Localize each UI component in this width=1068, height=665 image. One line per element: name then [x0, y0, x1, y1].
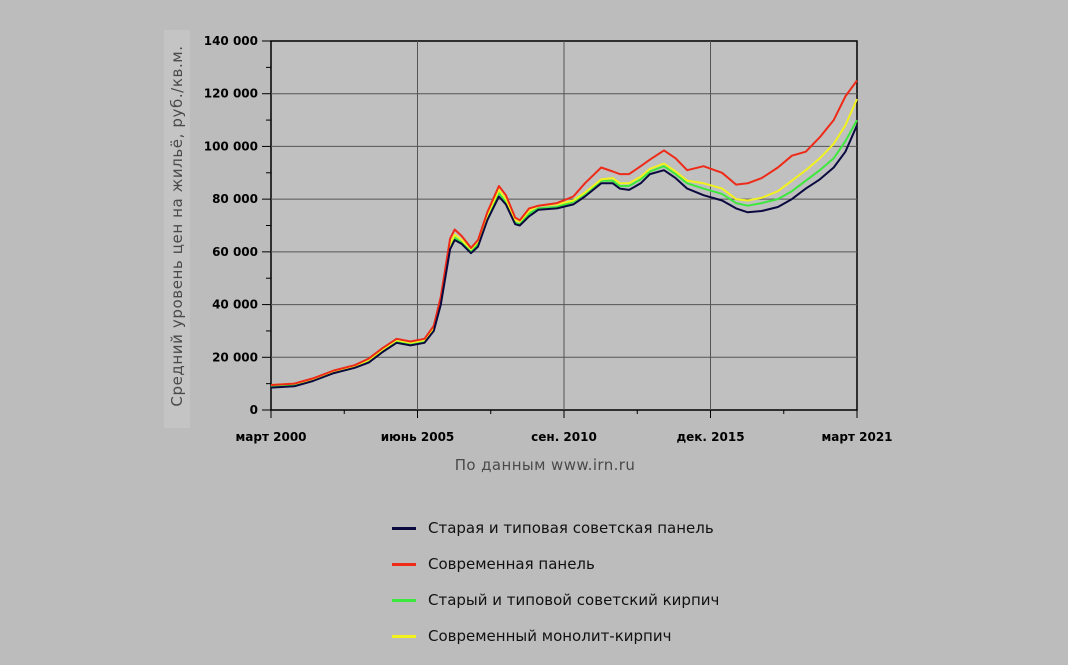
- x-tick-label: июнь 2005: [381, 430, 455, 444]
- y-label-panel: [164, 30, 190, 428]
- legend-swatch: [392, 526, 416, 530]
- series-line-0: [270, 124, 858, 389]
- y-tick-label: 80 000: [212, 192, 258, 206]
- series-lines: [270, 79, 858, 389]
- x-tick-label: март 2021: [821, 430, 892, 444]
- x-tick-label: дек. 2015: [676, 430, 744, 444]
- legend-swatch: [392, 598, 416, 602]
- y-tick-label: 120 000: [204, 87, 258, 101]
- y-tick-label: 0: [250, 403, 258, 417]
- legend-item: Старая и типовая советская панель: [392, 510, 812, 546]
- legend-swatch: [392, 562, 416, 566]
- x-tick-labels: март 2000 июнь 2005 сен. 2010 дек. 2015 март…: [235, 430, 892, 444]
- source-note: По данным www.irn.ru: [455, 456, 636, 474]
- y-tick-label: 40 000: [212, 298, 258, 312]
- y-tick-labels: 0 20 000 40 000 60 000 80 000 100 000 120 000 1…: [204, 34, 258, 417]
- y-tick-label: 100 000: [204, 139, 258, 153]
- y-tick-label: 20 000: [212, 350, 258, 364]
- y-tick-label: 60 000: [212, 245, 258, 259]
- legend-label: Старый и типовой советский кирпич: [428, 591, 720, 609]
- minor-ticks: [262, 40, 858, 418]
- legend-label: Современная панель: [428, 555, 595, 573]
- x-tick-label: сен. 2010: [531, 430, 597, 444]
- legend-label: Старая и типовая советская панель: [428, 519, 714, 537]
- legend-label: Современный монолит-кирпич: [428, 627, 672, 645]
- legend-item: Современная панель: [392, 546, 812, 582]
- legend: Старая и типовая советская панель Совреме…: [392, 510, 812, 654]
- legend-item: Старый и типовой советский кирпич: [392, 582, 812, 618]
- legend-item: Современный монолит-кирпич: [392, 618, 812, 654]
- y-axis-label: Средний уровень цен на жильё, руб./кв.м.: [168, 45, 186, 406]
- series-line-1: [270, 79, 858, 386]
- line-chart: 0 20 000 40 000 60 000 80 000 100 000 120 000 1…: [164, 30, 893, 474]
- series-line-2: [270, 119, 858, 388]
- legend-swatch: [392, 634, 416, 638]
- x-tick-label: март 2000: [235, 430, 306, 444]
- y-tick-label: 140 000: [204, 34, 258, 48]
